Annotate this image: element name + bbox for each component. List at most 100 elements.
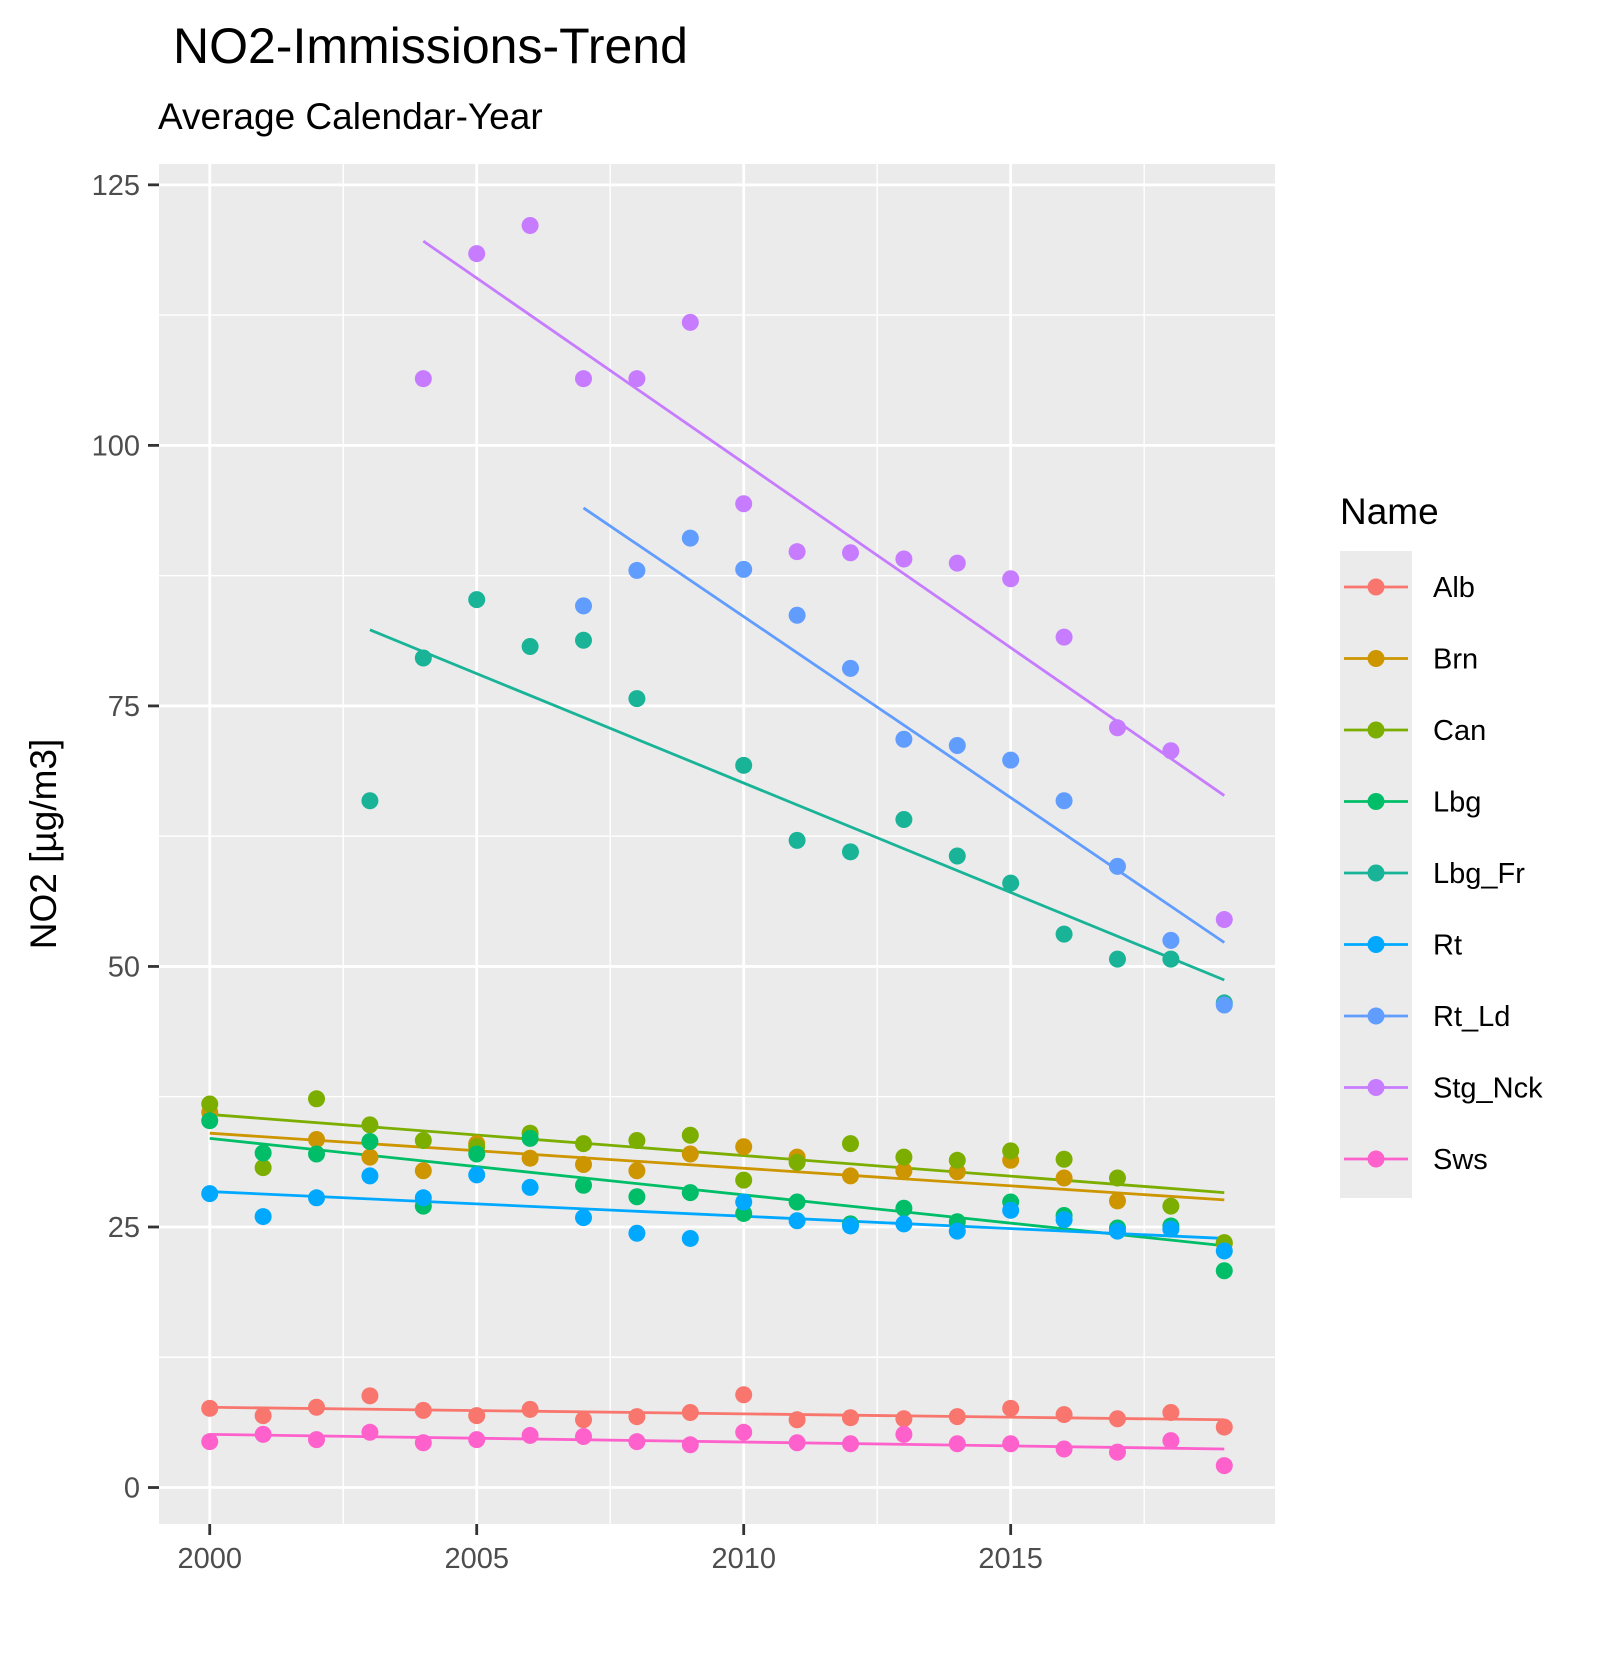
data-point-rt (308, 1189, 326, 1207)
legend-point-lbg-fr (1367, 864, 1385, 882)
data-point-brn (628, 1162, 646, 1180)
data-point-rt (788, 1212, 806, 1230)
data-point-can (895, 1148, 913, 1166)
data-point-alb (1162, 1403, 1180, 1421)
data-point-stg-nck (1055, 628, 1073, 646)
legend-point-sws (1367, 1150, 1385, 1168)
data-point-alb (468, 1407, 486, 1425)
data-point-lbg (628, 1188, 646, 1206)
data-point-lbg-fr (468, 591, 486, 609)
data-point-rt-ld (575, 597, 593, 615)
trend-line-sws (209, 1432, 1225, 1451)
data-point-alb (895, 1410, 913, 1428)
data-point-rt (895, 1215, 913, 1233)
trend-line-lbg (209, 1137, 1225, 1248)
data-point-sws (895, 1425, 913, 1443)
data-point-lbg-fr (414, 649, 432, 667)
data-point-lbg (895, 1199, 913, 1217)
legend-label-brn: Brn (1433, 644, 1478, 676)
data-point-rt (254, 1208, 272, 1226)
legend-point-lbg (1367, 793, 1385, 810)
data-point-can (1055, 1150, 1073, 1168)
data-point-rt-ld (1055, 792, 1073, 810)
data-points (201, 216, 1233, 1475)
data-point-lbg-fr (735, 756, 753, 774)
x-tick-label: 2015 (978, 1543, 1043, 1575)
data-point-can (681, 1126, 699, 1144)
data-point-stg-nck (468, 245, 486, 263)
data-point-lbg-fr (1108, 950, 1126, 968)
data-point-alb (1055, 1406, 1073, 1424)
data-point-rt-ld (948, 737, 966, 755)
data-point-sws (1002, 1435, 1020, 1453)
data-point-stg-nck (575, 370, 593, 388)
legend-point-rt (1367, 936, 1385, 953)
data-point-rt (1215, 1242, 1233, 1260)
data-point-can (1002, 1142, 1020, 1160)
data-point-sws (414, 1434, 432, 1452)
data-point-brn (414, 1162, 432, 1180)
data-point-stg-nck (414, 370, 432, 388)
chart-title: NO2-Immissions-Trend (173, 18, 688, 74)
legend-label-sws: Sws (1433, 1144, 1488, 1176)
legend-label-stg-nck: Stg_Nck (1433, 1073, 1543, 1105)
data-point-lbg-fr (895, 811, 913, 829)
data-point-stg-nck (628, 370, 646, 388)
data-point-can (201, 1095, 219, 1113)
data-point-rt (681, 1229, 699, 1247)
data-point-sws (1108, 1443, 1126, 1461)
x-tick-label: 2005 (444, 1543, 509, 1575)
data-point-stg-nck (788, 543, 806, 561)
data-point-alb (308, 1398, 326, 1416)
data-point-lbg-fr (521, 638, 539, 656)
data-point-alb (788, 1411, 806, 1429)
trend-line-alb (209, 1405, 1225, 1422)
y-tick-label: 25 (108, 1212, 140, 1244)
data-point-alb (628, 1408, 646, 1426)
data-point-rt-ld (1002, 751, 1020, 769)
data-point-rt-ld (841, 659, 859, 677)
data-point-alb (1002, 1399, 1020, 1417)
data-point-alb (521, 1400, 539, 1418)
legend-label-alb: Alb (1433, 572, 1475, 604)
data-point-lbg-fr (788, 831, 806, 849)
data-point-lbg (308, 1145, 326, 1163)
data-point-lbg (1215, 1262, 1233, 1280)
trend-line-stg-nck (422, 239, 1226, 797)
data-point-lbg-fr (1162, 950, 1180, 968)
x-tick-label: 2000 (177, 1543, 242, 1575)
x-axis: 2000 2005 2010 2015 (177, 1524, 1043, 1575)
legend-point-brn (1367, 650, 1385, 667)
data-point-alb (948, 1408, 966, 1426)
legend-items: Alb Brn Can Lbg Lbg_Fr Rt Rt_Ld Stg_Nck Sws (1344, 572, 1543, 1176)
data-point-stg-nck (681, 313, 699, 331)
data-point-rt (414, 1189, 432, 1207)
data-point-brn (361, 1148, 379, 1166)
data-point-rt (521, 1178, 539, 1196)
data-point-stg-nck (521, 216, 539, 234)
data-point-sws (254, 1425, 272, 1443)
data-point-sws (788, 1434, 806, 1452)
trend-lines (209, 239, 1226, 1451)
data-point-brn (521, 1149, 539, 1167)
data-point-stg-nck (735, 495, 753, 513)
data-point-rt (1055, 1211, 1073, 1229)
y-tick-label: 0 (124, 1473, 140, 1505)
data-point-can (841, 1135, 859, 1153)
data-point-sws (1215, 1457, 1233, 1475)
data-point-brn (575, 1155, 593, 1173)
data-point-stg-nck (1108, 719, 1126, 737)
data-point-rt-ld (681, 529, 699, 547)
legend-label-rt: Rt (1433, 930, 1462, 962)
data-point-lbg (254, 1144, 272, 1162)
data-point-brn (1108, 1192, 1126, 1210)
data-point-can (361, 1116, 379, 1134)
y-axis-title: NO2 [µg/m3] (23, 739, 64, 950)
y-axis: 0 25 50 75 100 125 (92, 170, 159, 1505)
trend-line-lbg-fr (369, 628, 1225, 982)
data-point-rt-ld (1162, 931, 1180, 949)
data-point-rt (468, 1166, 486, 1184)
data-point-lbg-fr (1055, 925, 1073, 943)
data-point-brn (681, 1145, 699, 1163)
data-point-rt-ld (1108, 857, 1126, 875)
